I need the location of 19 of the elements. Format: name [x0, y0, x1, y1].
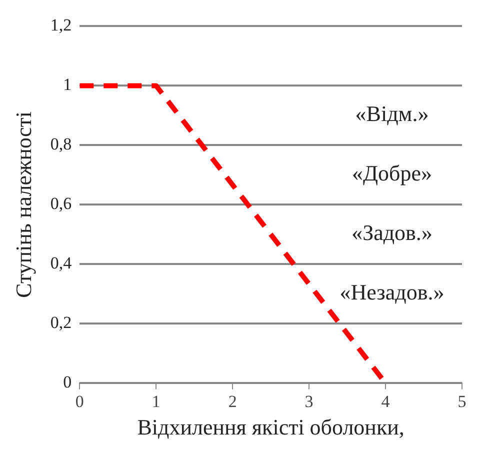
y-tick-label: 1 — [63, 75, 72, 94]
x-axis-title: Відхилення якісті оболонки, — [137, 414, 404, 440]
y-tick-label: 0,8 — [50, 134, 72, 154]
y-tick-label: 0,2 — [50, 313, 72, 332]
y-tick-label: 1,2 — [50, 16, 72, 35]
y-tick-label: 0,6 — [50, 194, 72, 214]
annotation: «Відм.» — [355, 101, 429, 126]
x-tick-label: 1 — [152, 392, 160, 411]
annotation: «Незадов.» — [340, 280, 444, 305]
y-tick-label: 0,4 — [50, 254, 72, 273]
x-tick-label: 2 — [228, 392, 237, 411]
annotation: «Задов.» — [352, 220, 432, 246]
x-tick-label: 0 — [75, 392, 84, 411]
annotation: «Добре» — [352, 160, 432, 186]
x-tick-label: 5 — [458, 392, 466, 411]
x-tick-label: 3 — [304, 392, 314, 411]
x-tick-label: 4 — [381, 392, 390, 411]
y-tick-label: 0 — [63, 372, 72, 392]
y-axis-title: Ступінь належності — [10, 112, 36, 298]
